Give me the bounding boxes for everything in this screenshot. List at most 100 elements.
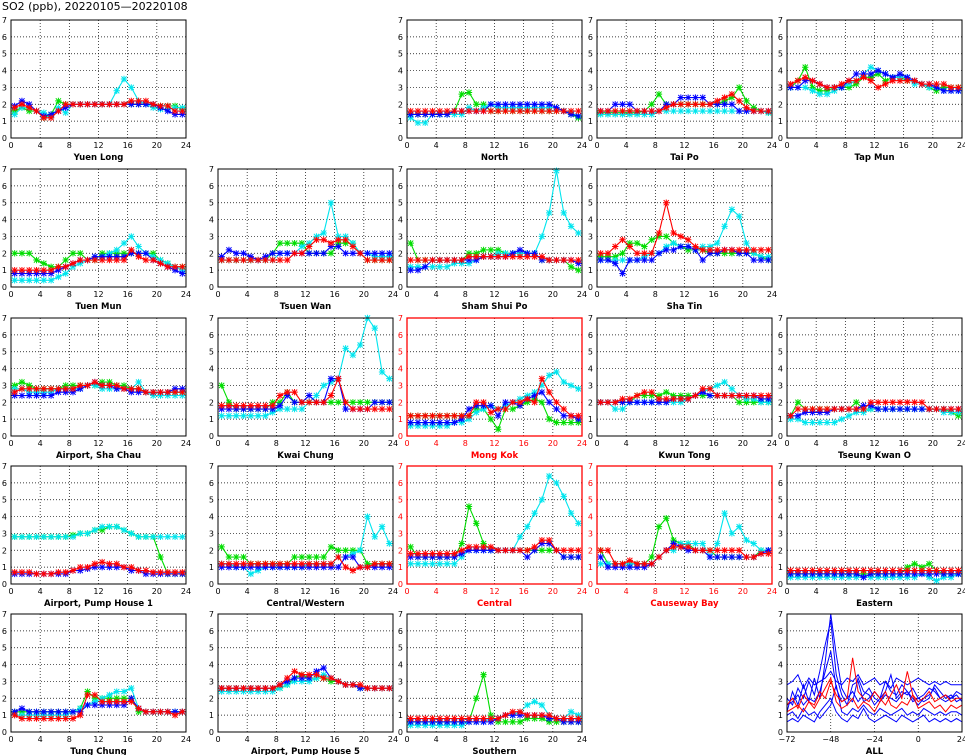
x-tick-label: 12 [300,587,310,596]
data-point [626,399,634,406]
data-point [545,101,553,108]
x-tick-label: 16 [519,141,529,150]
data-point [860,402,867,409]
data-point [128,698,135,705]
data-point [619,560,626,567]
y-tick-label: 4 [2,661,7,670]
data-point [831,87,838,94]
data-point [794,84,802,91]
data-point [670,392,677,399]
data-point [98,385,106,392]
data-point [157,260,164,267]
data-point [429,715,436,722]
data-point [128,233,135,240]
y-tick-label: 6 [2,627,7,636]
x-tick-label: 4 [245,290,250,299]
data-point [77,567,84,574]
data-point [62,385,69,392]
data-point [26,101,33,108]
data-point [414,256,422,264]
data-point [494,253,502,260]
data-point [473,547,480,554]
data-point [371,250,378,257]
data-point [663,233,670,240]
data-point [619,395,626,403]
data-point [443,412,451,419]
y-tick-label: 4 [2,67,7,76]
data-point [487,547,495,554]
data-point [164,569,171,576]
data-point [502,101,509,108]
data-point [663,243,670,250]
data-point [494,107,502,115]
data-point [867,405,875,413]
data-point [955,567,962,574]
data-point [62,256,69,264]
data-point [567,412,575,419]
data-point [626,557,634,564]
data-point [816,87,824,94]
x-tick-label: 16 [899,439,909,448]
data-point [120,698,128,705]
data-point [845,570,853,578]
data-point [925,567,933,574]
data-point [171,533,179,540]
data-point [743,392,750,399]
data-point [364,399,371,406]
data-point [918,399,926,406]
data-point [531,388,538,396]
y-tick-label: 2 [398,694,403,703]
data-point [164,107,171,115]
data-point [940,567,947,574]
station-name: Southern [472,747,516,755]
x-tick-label: 0 [784,587,789,596]
data-point [524,104,531,111]
data-point [502,253,509,260]
data-point [816,567,824,574]
data-point [254,688,262,695]
data-point [933,567,940,574]
data-point [142,567,150,574]
x-tick-label: 12 [93,587,103,596]
y-tick-label: 7 [398,314,403,323]
data-point [26,277,33,284]
y-tick-label: 1 [398,117,403,126]
y-tick-label: 3 [588,83,593,92]
x-tick-label: 8 [463,439,468,448]
y-tick-label: 1 [2,563,7,572]
data-point [327,199,335,206]
data-point [728,107,736,115]
data-point [269,256,276,264]
x-tick-label: 12 [93,141,103,150]
data-point [262,684,269,692]
data-point [560,493,567,500]
x-tick-label: 12 [679,141,689,150]
x-tick-label: 8 [274,290,279,299]
x-tick-label: 8 [843,141,848,150]
data-point [845,405,853,413]
y-tick-label: 6 [398,479,403,488]
data-point [940,405,947,413]
data-point [291,674,298,682]
data-point [838,80,845,88]
data-point [240,684,247,692]
data-point [62,711,69,719]
data-point [98,695,106,702]
data-point [750,256,757,264]
data-point [313,563,320,571]
data-point [641,253,648,260]
data-point [480,543,487,551]
data-point [436,111,444,118]
data-point [47,385,55,392]
series-line [221,667,390,689]
data-point [149,392,157,399]
data-point [494,104,502,111]
x-tick-label: 0 [8,439,13,448]
data-point [750,250,757,257]
data-point [18,705,26,712]
data-point [465,250,473,257]
data-point [867,64,875,71]
plot-frame [786,19,963,139]
data-point [750,399,757,406]
